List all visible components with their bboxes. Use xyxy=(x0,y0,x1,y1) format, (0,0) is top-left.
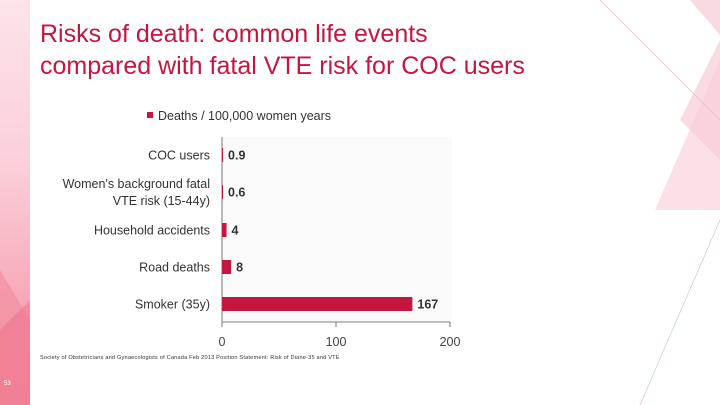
right-decoration xyxy=(600,0,720,405)
legend-swatch xyxy=(147,112,153,118)
category-label-1: Women's background fatal VTE risk (15-44y… xyxy=(63,177,210,208)
x-tick-label-0: 0 xyxy=(219,335,226,349)
bar-3 xyxy=(222,260,232,274)
source-footnote: Society of Obstetricians and Gynaecologi… xyxy=(40,355,340,361)
data-label-2: 4 xyxy=(232,224,239,238)
x-tick-label-2: 200 xyxy=(440,335,461,349)
bar-1 xyxy=(222,185,223,199)
slide-title: Risks of death: common life events compa… xyxy=(40,18,525,82)
left-decoration-shapes xyxy=(0,270,30,405)
data-label-0: 0.9 xyxy=(228,149,245,163)
data-label-3: 8 xyxy=(236,261,243,275)
category-label-4: Smoker (35y) xyxy=(135,298,210,312)
category-label-2: Household accidents xyxy=(94,224,210,238)
legend-label: Deaths / 100,000 women years xyxy=(158,109,331,123)
category-label-0: COC users xyxy=(148,149,210,163)
slide-title-line-2: compared with fatal VTE risk for COC use… xyxy=(40,52,525,80)
left-decoration-bar xyxy=(0,0,30,405)
bar-4 xyxy=(222,297,413,311)
slide-number: 53 xyxy=(4,381,11,387)
data-label-1: 0.6 xyxy=(228,186,245,200)
x-tick-label-1: 100 xyxy=(326,335,347,349)
plot-area xyxy=(222,137,452,321)
bar-2 xyxy=(222,223,227,237)
slide-title-line-1: Risks of death: common life events xyxy=(40,20,428,48)
bar-0 xyxy=(222,148,224,162)
data-label-4: 167 xyxy=(417,298,438,312)
category-label-3: Road deaths xyxy=(139,261,210,275)
